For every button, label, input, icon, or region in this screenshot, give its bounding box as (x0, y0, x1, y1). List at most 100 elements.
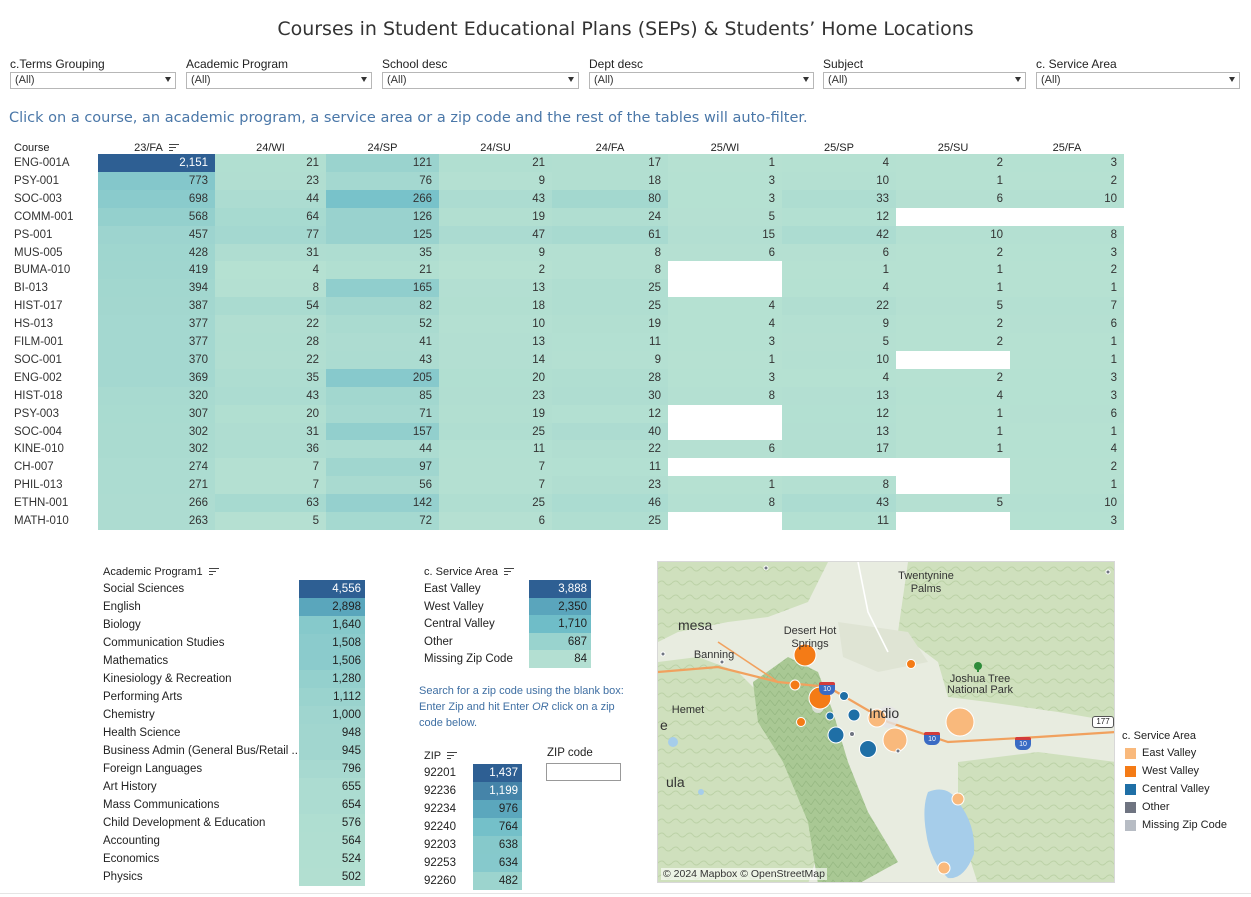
term-value-cell[interactable]: 6 (668, 440, 782, 459)
term-value-cell[interactable]: 61 (552, 225, 668, 244)
row-value[interactable]: 524 (299, 850, 365, 868)
term-value-cell[interactable] (668, 404, 782, 423)
table-row[interactable]: Business Admin (General Bus/Retail .. 945 (99, 742, 365, 760)
row-value[interactable]: 1,280 (299, 670, 365, 688)
term-value-cell[interactable]: 5 (782, 333, 896, 351)
filter-dropdown[interactable]: (All) (823, 72, 1026, 89)
table-row[interactable]: 92201 1,437 (420, 764, 522, 782)
term-value-cell[interactable]: 17 (782, 440, 896, 459)
table-row[interactable]: BUMA-010 419 4 21 2 8 1 1 2 (10, 261, 1125, 280)
term-value-cell[interactable]: 8 (668, 494, 782, 513)
map-point[interactable] (1105, 569, 1111, 575)
term-value-cell[interactable]: 43 (782, 494, 896, 513)
row-value[interactable]: 4,556 (299, 580, 365, 598)
term-value-cell[interactable]: 23 (552, 476, 668, 495)
term-value-cell[interactable]: 64 (215, 207, 326, 226)
table-row[interactable]: CH-007 274 7 97 7 11 2 (10, 458, 1125, 477)
term-value-cell[interactable]: 2 (896, 243, 1010, 262)
term-value-cell[interactable]: 35 (326, 243, 439, 262)
term-value-cell[interactable]: 157 (326, 422, 439, 441)
row-value[interactable]: 1,506 (299, 652, 365, 670)
table-row[interactable]: Missing Zip Code 84 (420, 650, 591, 668)
sort-icon[interactable] (447, 751, 458, 761)
term-value-cell[interactable]: 18 (439, 297, 552, 316)
row-value[interactable]: 687 (529, 632, 591, 651)
filter-dropdown[interactable]: (All) (186, 72, 372, 89)
term-value-cell[interactable]: 82 (326, 297, 439, 316)
term-value-cell[interactable]: 25 (552, 512, 668, 530)
table-row[interactable]: SOC-003 698 44 266 43 80 3 33 6 10 (10, 189, 1125, 208)
table-row[interactable]: Kinesiology & Recreation 1,280 (99, 670, 365, 688)
term-value-cell[interactable]: 302 (98, 440, 215, 459)
term-value-cell[interactable]: 85 (326, 386, 439, 405)
term-value-cell[interactable]: 10 (782, 171, 896, 190)
map-point[interactable] (882, 727, 908, 753)
term-value-cell[interactable]: 14 (439, 350, 552, 369)
row-value[interactable]: 655 (299, 778, 365, 796)
row-value[interactable]: 945 (299, 742, 365, 760)
table-row[interactable]: Physics 502 (99, 868, 365, 886)
table-row[interactable]: ENG-002 369 35 205 20 28 3 4 2 3 (10, 368, 1125, 387)
term-value-cell[interactable]: 266 (326, 189, 439, 208)
term-value-cell[interactable]: 698 (98, 189, 215, 208)
term-value-cell[interactable]: 72 (326, 512, 439, 530)
table-row[interactable]: East Valley 3,888 (420, 580, 591, 598)
term-value-cell[interactable]: 4 (782, 279, 896, 298)
table-row[interactable]: Mathematics 1,506 (99, 652, 365, 670)
term-value-cell[interactable]: 3 (1010, 368, 1124, 387)
term-value-cell[interactable]: 71 (326, 404, 439, 423)
term-value-cell[interactable]: 24 (552, 207, 668, 226)
term-value-cell[interactable]: 8 (782, 476, 896, 495)
legend-item[interactable]: Missing Zip Code (1122, 816, 1227, 834)
table-row[interactable]: ENG-001A 2,151 21 121 21 17 1 4 2 3 (10, 154, 1125, 172)
table-row[interactable]: HIST-017 387 54 82 18 25 4 22 5 7 (10, 297, 1125, 316)
term-value-cell[interactable]: 56 (326, 476, 439, 495)
table-row[interactable]: Economics 524 (99, 850, 365, 868)
row-value[interactable]: 1,710 (529, 615, 591, 633)
map-point[interactable] (895, 748, 901, 754)
table-row[interactable]: Chemistry 1,000 (99, 706, 365, 724)
term-value-cell[interactable]: 5 (668, 207, 782, 226)
term-value-cell[interactable]: 5 (215, 512, 326, 530)
table-row[interactable]: 92260 482 (420, 872, 522, 890)
term-value-cell[interactable]: 8 (1010, 225, 1124, 244)
term-value-cell[interactable]: 9 (439, 243, 552, 262)
table-row[interactable]: SOC-004 302 31 157 25 40 13 1 1 (10, 422, 1125, 441)
term-value-cell[interactable]: 31 (215, 243, 326, 262)
term-value-cell[interactable]: 3 (668, 189, 782, 208)
term-value-cell[interactable]: 19 (552, 315, 668, 334)
table-row[interactable]: MATH-010 263 5 72 6 25 11 3 (10, 512, 1125, 530)
term-value-cell[interactable]: 121 (326, 154, 439, 172)
term-value-cell[interactable]: 44 (326, 440, 439, 459)
term-value-cell[interactable]: 2 (1010, 171, 1124, 190)
term-value-cell[interactable]: 5 (896, 297, 1010, 316)
term-value-cell[interactable]: 1 (1010, 333, 1124, 351)
table-row[interactable]: Health Science 948 (99, 724, 365, 742)
row-value[interactable]: 2,898 (299, 598, 365, 616)
term-value-cell[interactable]: 1 (1010, 476, 1124, 495)
term-value-cell[interactable]: 6 (782, 243, 896, 262)
table-row[interactable]: Mass Communications 654 (99, 796, 365, 814)
term-value-cell[interactable]: 13 (782, 386, 896, 405)
term-value-cell[interactable]: 22 (215, 350, 326, 369)
term-value-cell[interactable]: 52 (326, 315, 439, 334)
map-point[interactable] (859, 740, 877, 758)
term-value-cell[interactable]: 4 (668, 315, 782, 334)
term-value-cell[interactable]: 4 (782, 368, 896, 387)
map-point[interactable] (847, 708, 861, 722)
term-value-cell[interactable]: 8 (552, 261, 668, 280)
term-value-cell[interactable]: 12 (782, 207, 896, 226)
term-value-cell[interactable]: 263 (98, 512, 215, 530)
table-row[interactable]: KINE-010 302 36 44 11 22 6 17 1 4 (10, 440, 1125, 459)
term-value-cell[interactable]: 7 (439, 476, 552, 495)
term-value-cell[interactable]: 428 (98, 243, 215, 262)
term-value-cell[interactable]: 307 (98, 404, 215, 423)
term-value-cell[interactable]: 10 (782, 350, 896, 369)
term-value-cell[interactable]: 419 (98, 261, 215, 280)
table-row[interactable]: 92234 976 (420, 800, 522, 818)
row-value[interactable]: 796 (299, 760, 365, 778)
term-value-cell[interactable]: 4 (896, 386, 1010, 405)
term-value-cell[interactable]: 25 (552, 297, 668, 316)
term-value-cell[interactable]: 3 (1010, 512, 1124, 530)
table-row[interactable]: Social Sciences 4,556 (99, 580, 365, 598)
